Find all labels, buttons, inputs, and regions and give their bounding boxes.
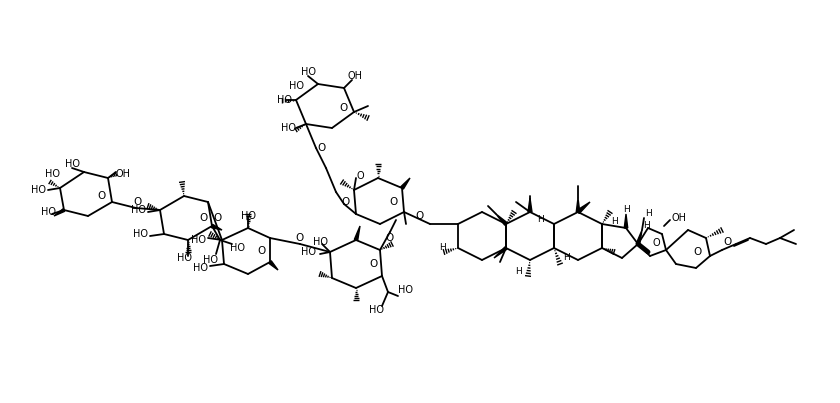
Text: H: H [644,210,651,218]
Text: HO: HO [240,211,255,221]
Polygon shape [576,198,580,212]
Text: O: O [98,191,106,201]
Text: HO: HO [301,67,316,77]
Text: HO: HO [288,81,303,91]
Text: HO: HO [202,255,218,265]
Text: HO: HO [281,123,296,133]
Text: H: H [537,216,543,224]
Text: O: O [390,197,398,207]
Text: O: O [258,246,266,256]
Text: H: H [643,222,649,231]
Text: OH: OH [116,169,131,179]
Polygon shape [212,224,222,230]
Text: HO: HO [301,247,316,257]
Text: HO: HO [193,263,208,273]
Polygon shape [496,214,507,225]
Text: HO: HO [41,207,56,217]
Text: O: O [416,211,424,221]
Text: O: O [342,197,350,207]
Text: O: O [652,238,659,248]
Text: HO: HO [313,237,328,247]
Text: HO: HO [277,95,292,105]
Polygon shape [354,226,360,241]
Text: H: H [611,218,617,226]
Text: H: H [439,243,446,253]
Text: OH: OH [348,71,363,81]
Text: O: O [200,213,208,223]
Text: HO: HO [45,169,60,179]
Text: HO: HO [65,159,80,169]
Text: HO: HO [191,235,206,245]
Text: H: H [622,206,629,214]
Polygon shape [401,178,410,189]
Text: O: O [296,233,304,243]
Polygon shape [577,202,590,214]
Polygon shape [528,198,532,212]
Text: O: O [356,171,364,181]
Polygon shape [269,261,278,270]
Text: O: O [340,103,348,113]
Text: HO: HO [133,229,148,239]
Text: HO: HO [230,243,245,253]
Text: O: O [386,233,394,243]
Text: H: H [563,253,570,262]
Polygon shape [637,230,642,245]
Text: HO: HO [398,285,413,295]
Text: HO: HO [369,305,384,315]
Text: HO: HO [131,205,146,215]
Text: O: O [134,197,142,207]
Text: HO: HO [31,185,46,195]
Text: O: O [214,213,222,223]
Text: O: O [318,143,326,153]
Text: O: O [724,237,732,247]
Text: HO: HO [176,253,192,263]
Polygon shape [494,247,507,258]
Text: O: O [694,247,702,257]
Polygon shape [624,214,627,228]
Polygon shape [54,209,65,216]
Text: O: O [370,259,378,269]
Text: H: H [515,268,522,276]
Text: OH: OH [672,213,687,223]
